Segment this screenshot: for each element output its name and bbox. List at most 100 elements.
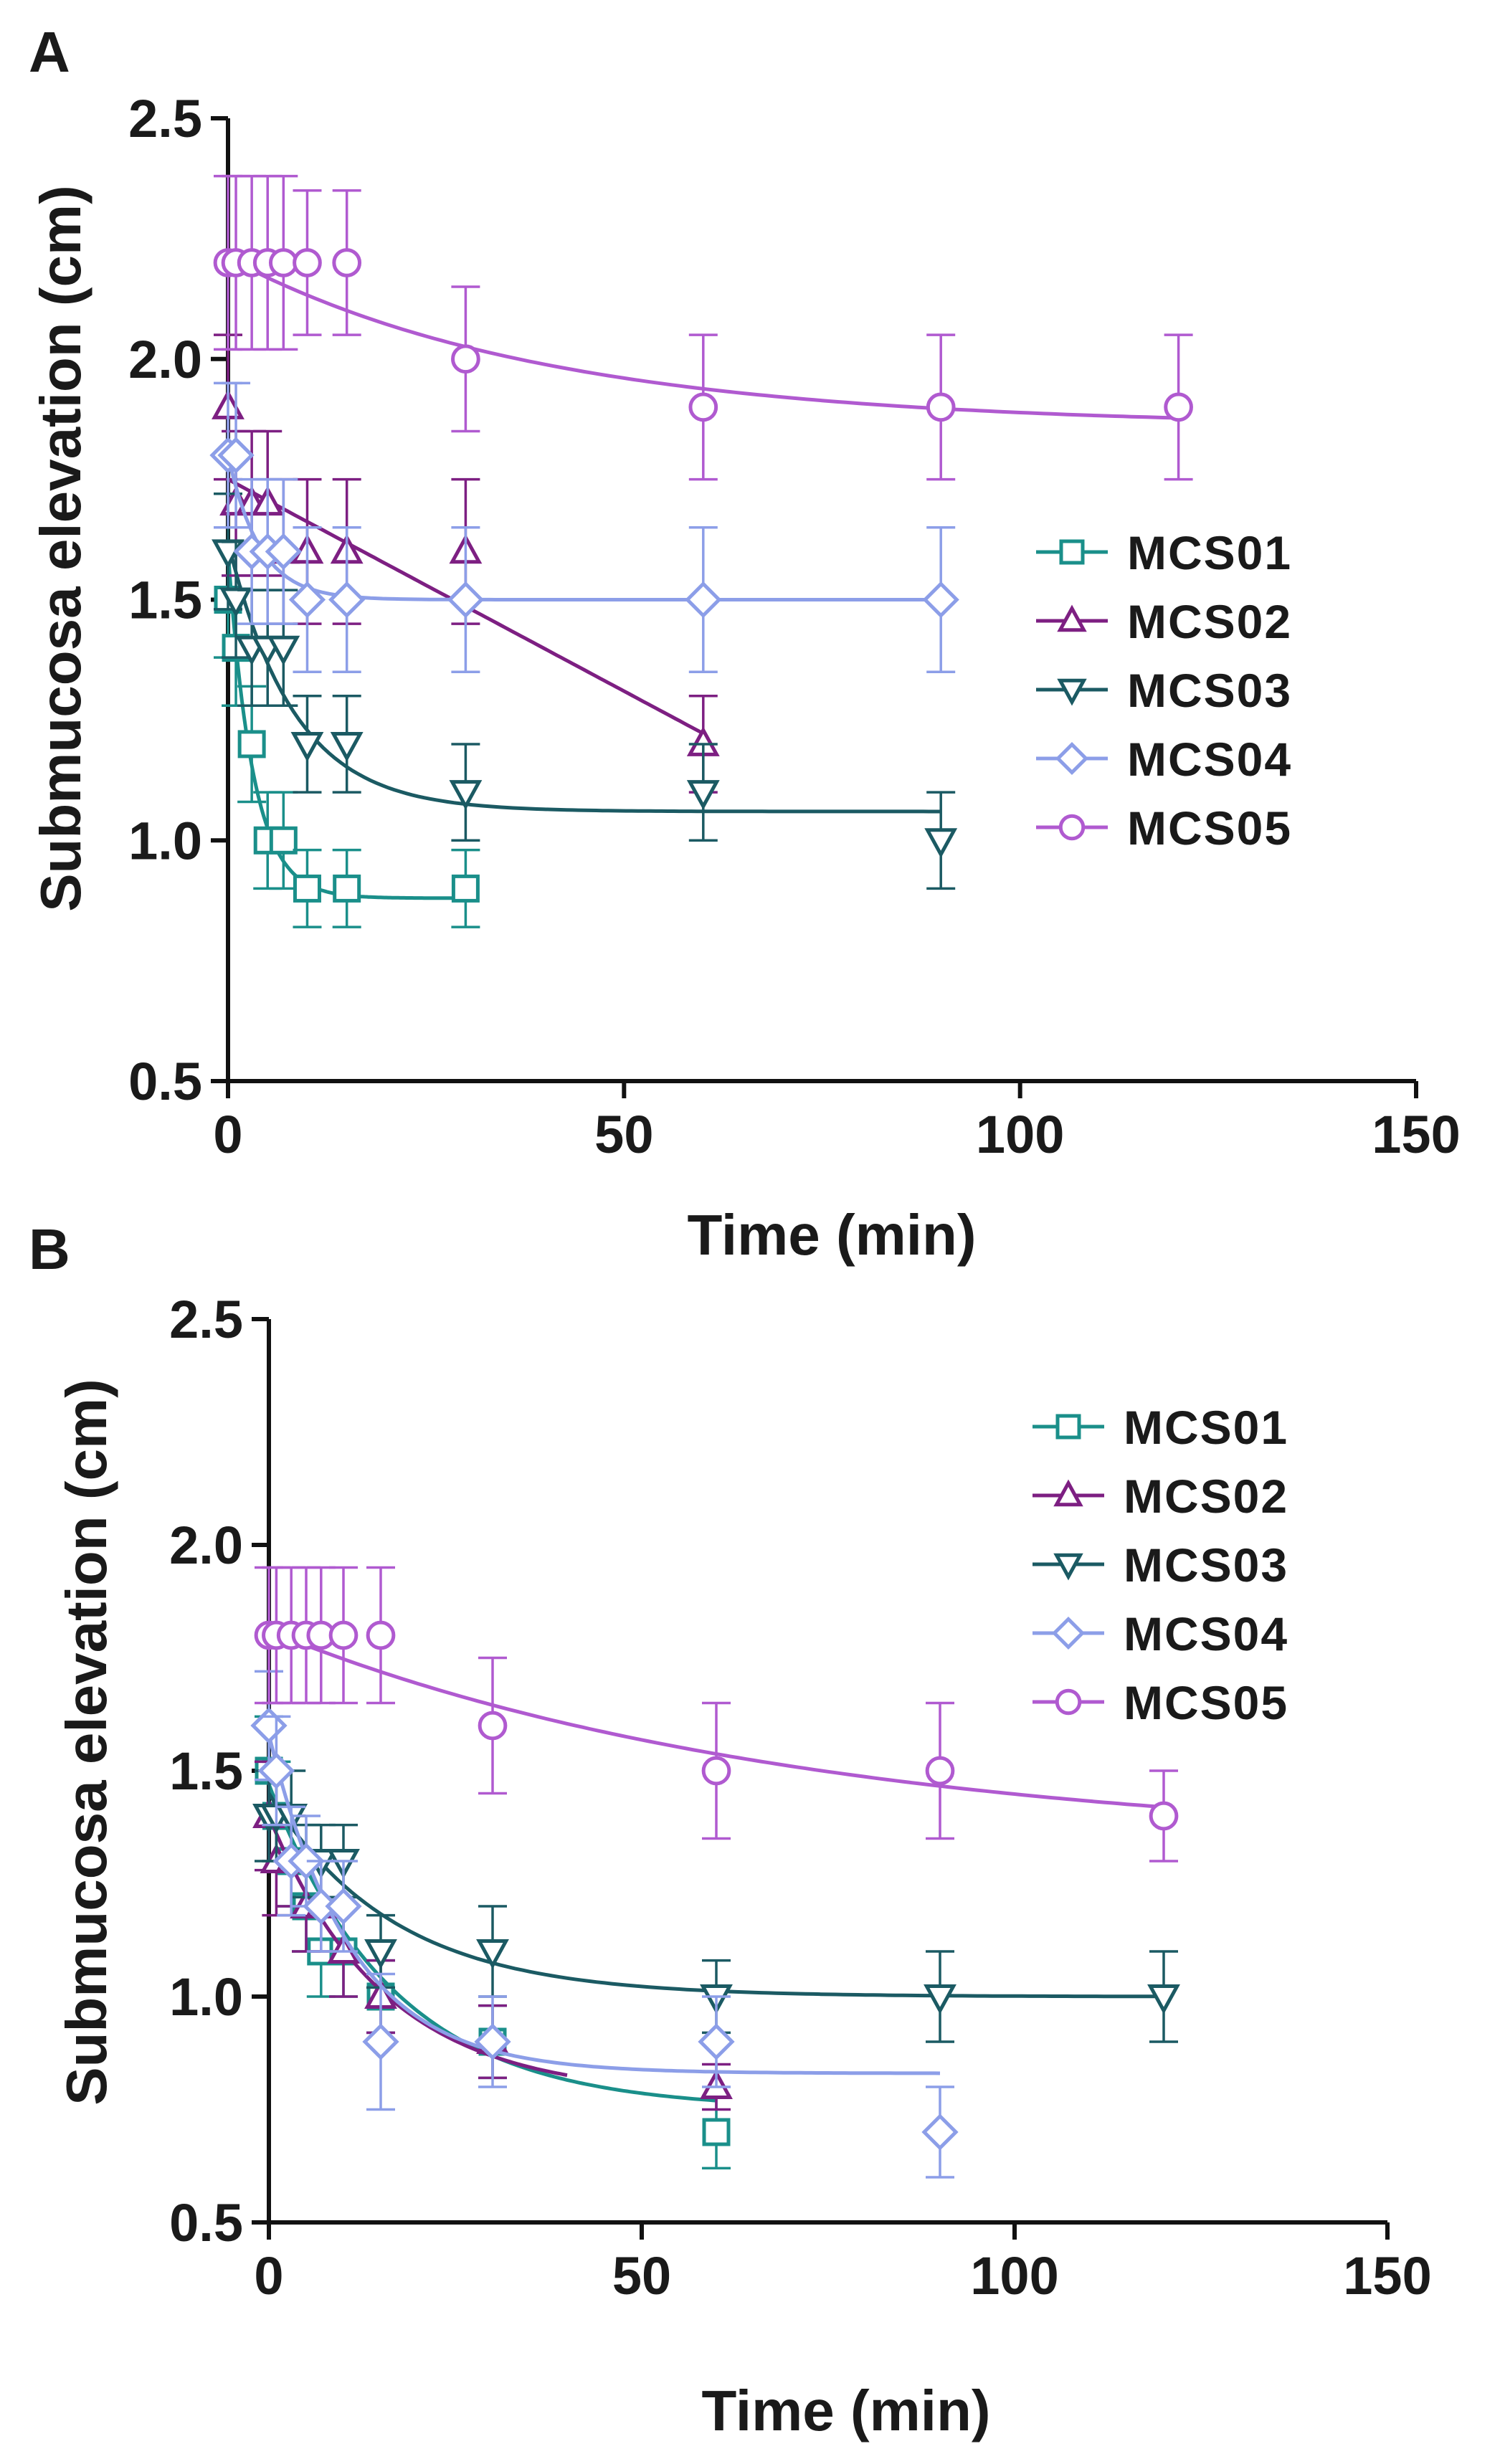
panel-a-mcs01-point bbox=[451, 874, 480, 903]
panel-label-a: A bbox=[29, 20, 70, 84]
panel-b-mcs05-point bbox=[478, 1711, 508, 1741]
panel-b-mcs04-point bbox=[362, 2023, 399, 2060]
panel-b-mcs01-legend-label: MCS01 bbox=[1124, 1401, 1288, 1454]
panel-a-mcs03-point bbox=[290, 732, 324, 762]
panel-a-mcs05-point bbox=[332, 248, 362, 277]
panel-a-mcs01-point bbox=[237, 730, 266, 758]
panel-b-y-tick-label: 2.5 bbox=[169, 1290, 243, 1349]
panel-a-x-tick-label: 150 bbox=[1372, 1105, 1460, 1164]
panel-b-mcs05-point bbox=[701, 1756, 731, 1786]
panel-a-mcs03-legend-marker bbox=[1057, 678, 1087, 706]
panel-a-mcs05-legend-label: MCS05 bbox=[1127, 801, 1292, 855]
panel-b-mcs04-legend-marker bbox=[1051, 1616, 1086, 1650]
panel-b-mcs03-legend-label: MCS03 bbox=[1124, 1538, 1288, 1592]
panel-a-mcs02-legend-marker bbox=[1057, 604, 1087, 632]
panel-b-mcs05-legend-marker bbox=[1055, 1688, 1082, 1716]
panel-a-y-tick-label: 2.0 bbox=[128, 330, 202, 389]
panel-a-plot: 0.5 1.0 1.5 2.0 2.5 0 50 100 150 bbox=[128, 89, 1461, 1164]
panel-a-mcs05-series bbox=[213, 174, 1193, 481]
panel-label-b: B bbox=[29, 1217, 70, 1281]
panel-a-y-axis-title: Submucosa elevation (cm) bbox=[29, 185, 92, 912]
panel-a-mcs05-point bbox=[268, 248, 298, 277]
panel-a-mcs04-point bbox=[265, 533, 302, 570]
panel-b-plot: 0.5 1.0 1.5 2.0 2.5 0 50 100 150 bbox=[169, 1290, 1432, 2306]
panel-a-y-tick-label: 0.5 bbox=[128, 1052, 202, 1111]
panel-a-mcs05-point bbox=[1164, 392, 1193, 422]
panel-a-mcs01-point bbox=[269, 826, 298, 855]
panel-a-mcs03-point bbox=[449, 780, 483, 810]
panel-a-mcs04-point bbox=[447, 581, 485, 619]
panel-b-mcs02-legend-label: MCS02 bbox=[1124, 1470, 1288, 1523]
panel-b-y-tick-label: 0.5 bbox=[169, 2193, 243, 2253]
panel-b-mcs04-series bbox=[250, 1670, 959, 2179]
panel-a-mcs04-legend-marker bbox=[1055, 741, 1089, 776]
panel-b-mcs01-point bbox=[702, 2118, 731, 2146]
panel-b-mcs03-point bbox=[924, 1984, 957, 2015]
panel-a-x-tick-label: 100 bbox=[976, 1105, 1064, 1164]
panel-a-y-tick-label: 1.0 bbox=[128, 811, 202, 870]
panel-a-y-tick-label: 2.5 bbox=[128, 89, 202, 148]
panel-b-x-tick-label: 50 bbox=[612, 2246, 671, 2306]
panel-b-mcs04-point bbox=[288, 1842, 325, 1880]
panel-b-legend: MCS01 MCS02 MCS03 MCS04 MCS05 bbox=[1033, 1401, 1288, 1729]
panel-b-mcs05-legend-label: MCS05 bbox=[1124, 1676, 1288, 1729]
panel-b-mcs03-legend-marker bbox=[1053, 1553, 1083, 1581]
panel-b-mcs01-legend-marker bbox=[1055, 1414, 1081, 1440]
panel-b-x-tick-label: 150 bbox=[1343, 2246, 1431, 2306]
panel-b-y-axis-title: Submucosa elevation (cm) bbox=[54, 1379, 118, 2106]
panel-b-x-tick-label: 100 bbox=[970, 2246, 1058, 2306]
panel-a-mcs03-point bbox=[267, 635, 300, 666]
panel-a-mcs04-point bbox=[288, 581, 326, 619]
panel-a-x-axis-title: Time (min) bbox=[687, 1203, 976, 1267]
panel-a-mcs05-point bbox=[688, 392, 718, 422]
panel-b-mcs05-series bbox=[254, 1566, 1179, 1863]
panel-a-mcs02-legend-label: MCS02 bbox=[1127, 595, 1292, 648]
panel-a-mcs04-point bbox=[217, 437, 255, 474]
panel-a-mcs04-point bbox=[685, 581, 722, 619]
panel-b: B 0.51.01.52.02.50 50 100 150 MCS01MCS02MCS… bbox=[29, 1217, 1432, 2442]
panel-a-mcs01-point bbox=[293, 874, 321, 903]
panel-b-mcs04-point bbox=[257, 1752, 295, 1789]
panel-b-mcs03-point bbox=[1147, 1984, 1180, 2015]
panel-b-y-tick-label: 1.0 bbox=[169, 1967, 243, 2027]
panel-a-y-tick-label: 1.5 bbox=[128, 571, 202, 630]
panel-a-x-tick-label: 50 bbox=[594, 1105, 653, 1164]
panel-b-mcs04-point bbox=[921, 2113, 959, 2151]
panel-a-mcs01-legend-label: MCS01 bbox=[1127, 526, 1292, 579]
panel-a-mcs04-legend-label: MCS04 bbox=[1127, 733, 1292, 786]
panel-a-mcs05-point bbox=[293, 248, 322, 277]
panel-a-mcs01-point bbox=[333, 874, 361, 903]
panel-a-mcs03-point bbox=[330, 732, 364, 762]
panel-a-mcs05-point bbox=[926, 392, 956, 422]
panel-a-mcs04-point bbox=[328, 581, 366, 619]
panel-a-mcs03-point bbox=[924, 828, 958, 858]
panel-a-legend: MCS01 MCS02 MCS03 MCS04 MCS05 bbox=[1036, 526, 1292, 855]
panel-a-mcs03-point bbox=[219, 587, 252, 618]
panel-a-mcs03-legend-label: MCS03 bbox=[1127, 664, 1292, 717]
panel-a-mcs04-series bbox=[209, 381, 959, 673]
panel-b-mcs04-point bbox=[698, 2023, 735, 2060]
panel-b-mcs05-point bbox=[925, 1756, 955, 1786]
panel-a-x-tick-label: 0 bbox=[213, 1105, 242, 1164]
panel-b-mcs05-point bbox=[328, 1620, 359, 1650]
panel-b-mcs02-legend-marker bbox=[1053, 1479, 1083, 1507]
panel-b-mcs05-point bbox=[366, 1620, 396, 1650]
panel-a-mcs03-point bbox=[686, 780, 720, 810]
panel-b-mcs05-point bbox=[1149, 1801, 1179, 1831]
panel-a-mcs05-point bbox=[451, 344, 480, 374]
panel-b-mcs04-point bbox=[325, 1888, 362, 1925]
panel-b-y-tick-label: 1.5 bbox=[169, 1741, 243, 1801]
panel-b-x-tick-label: 0 bbox=[254, 2246, 283, 2306]
panel-b-y-tick-label: 2.0 bbox=[169, 1516, 243, 1575]
panel-b-x-axis-title: Time (min) bbox=[701, 2379, 990, 2442]
panel-a-mcs05-legend-marker bbox=[1058, 814, 1086, 841]
panel-a: A 0.51.01.52.02.50 50 100 150 MCS01MCS02MCS… bbox=[29, 20, 1461, 1267]
panel-b-mcs03-point bbox=[364, 1939, 397, 1969]
panel-b-mcs04-point bbox=[474, 2023, 511, 2060]
panel-b-mcs03-point bbox=[476, 1939, 509, 1969]
panel-b-mcs04-legend-label: MCS04 bbox=[1124, 1607, 1288, 1660]
panel-a-mcs01-legend-marker bbox=[1059, 539, 1085, 565]
panel-a-mcs04-point bbox=[922, 581, 959, 619]
